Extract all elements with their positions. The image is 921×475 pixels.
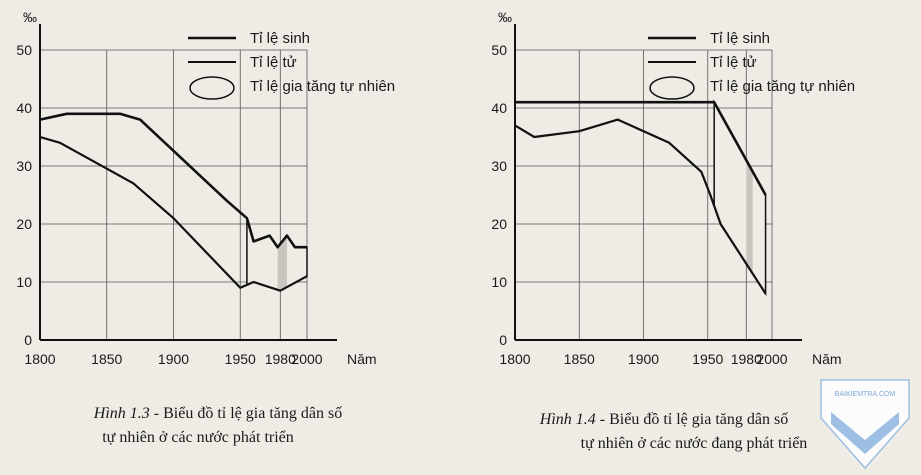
x-tick-label: 2000 [756, 351, 787, 367]
legend-swatch-growth [649, 76, 695, 100]
y-unit-label: ‰ [23, 9, 37, 25]
watermark-text: BAIKIEMTRA.COM [835, 391, 896, 398]
legend-swatch-growth [189, 76, 235, 100]
legend-label: Tỉ lệ gia tăng tự nhiên [710, 78, 855, 95]
x-axis-label: Năm [347, 351, 377, 367]
x-tick-label: 1850 [564, 351, 595, 367]
caption-fig-label: Hình 1.4 [539, 411, 596, 428]
y-tick-label: 20 [491, 216, 507, 232]
x-tick-label: 1900 [158, 351, 189, 367]
x-tick-label: 1800 [24, 351, 55, 367]
caption-fig-label: Hình 1.3 [93, 405, 150, 422]
y-tick-label: 10 [491, 274, 507, 290]
x-tick-label: 2000 [291, 351, 322, 367]
watermark-chevron-icon [831, 412, 899, 454]
natural-growth-shade [746, 160, 753, 274]
y-tick-label: 40 [16, 100, 32, 116]
x-tick-label: 1980 [265, 351, 296, 367]
legend-label: Tỉ lệ gia tăng tự nhiên [250, 78, 395, 95]
y-tick-label: 30 [491, 158, 507, 174]
x-tick-label: 1800 [499, 351, 530, 367]
caption-line2: tự nhiên ở các nước phát triển [102, 429, 294, 446]
legend: Tỉ lệ sinh Tỉ lệ tử Tỉ lệ gia tăng tự nhiê… [188, 30, 395, 100]
caption-figure-1-3: Hình 1.3 - Biểu đồ tỉ lệ gia tăng dân số… [8, 402, 428, 450]
series-line-death-rate [514, 118, 767, 295]
x-tick-label: 1900 [628, 351, 659, 367]
x-tick-label: 1980 [731, 351, 762, 367]
series-line-death-rate [39, 135, 308, 292]
legend: Tỉ lệ sinh Tỉ lệ tử Tỉ lệ gia tăng tự nhiê… [648, 30, 855, 100]
y-tick-label: 10 [16, 274, 32, 290]
y-tick-label: 50 [16, 42, 32, 58]
watermark-logo: BAIKIEMTRA.COM [817, 378, 913, 470]
natural-growth-band [713, 99, 767, 297]
y-tick-label: 50 [491, 42, 507, 58]
caption-line1: - Biểu đồ tỉ lệ gia tăng dân số [149, 405, 343, 422]
y-tick-label: 0 [499, 332, 507, 348]
caption-line2: tự nhiên ở các nước đang phát triển [580, 435, 808, 452]
watermark-shield-icon [820, 379, 910, 470]
y-tick-label: 30 [16, 158, 32, 174]
y-tick-label: 0 [24, 332, 32, 348]
caption-line1: - Biểu đồ tỉ lệ gia tăng dân số [595, 411, 789, 428]
x-tick-label: 1950 [692, 351, 723, 367]
natural-growth-band [246, 217, 308, 292]
legend-label: Tỉ lệ sinh [710, 30, 770, 47]
legend-label: Tỉ lệ tử [250, 54, 297, 71]
y-tick-label: 40 [491, 100, 507, 116]
y-unit-label: ‰ [498, 9, 512, 25]
legend-label: Tỉ lệ tử [710, 54, 757, 71]
legend-label: Tỉ lệ sinh [250, 30, 310, 47]
series-line-birth-rate [515, 100, 767, 196]
natural-growth-shade [277, 235, 287, 290]
x-tick-label: 1850 [91, 351, 122, 367]
y-tick-label: 20 [16, 216, 32, 232]
caption-figure-1-4: Hình 1.4 - Biểu đồ tỉ lệ gia tăng dân số… [474, 408, 854, 456]
x-tick-label: 1950 [225, 351, 256, 367]
x-axis-label: Năm [812, 351, 842, 367]
series-line-birth-rate [39, 112, 307, 249]
